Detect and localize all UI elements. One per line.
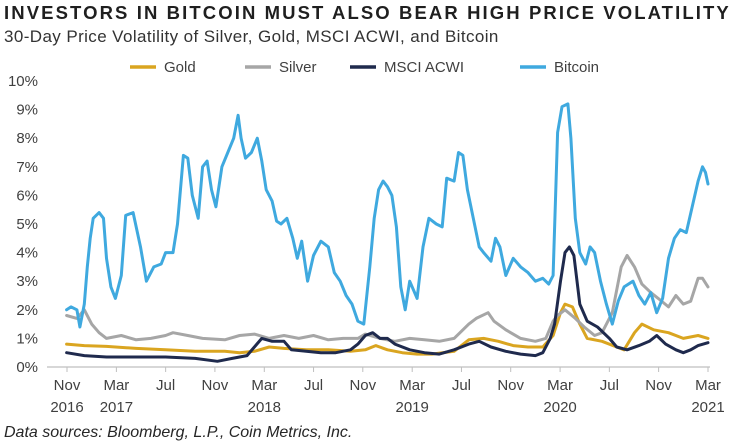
x-tick-label-month: Mar	[547, 377, 573, 394]
legend-label: Bitcoin	[554, 59, 599, 76]
y-tick-label: 1%	[16, 330, 38, 347]
y-tick-label: 2%	[16, 302, 38, 319]
series-line-silver	[65, 254, 710, 343]
x-tick-label-month: Nov	[54, 377, 81, 394]
y-tick-label: 3%	[16, 273, 38, 290]
x-tick-label-month: Jul	[600, 377, 619, 394]
x-tick-label-month: Jul	[156, 377, 175, 394]
x-tick-label-month: Nov	[202, 377, 229, 394]
legend: Gold Silver MSCI ACWI Bitcoin	[130, 59, 599, 76]
x-tick-label-year: 2017	[100, 399, 133, 416]
x-tick-label-month: Nov	[497, 377, 524, 394]
y-tick-label: 0%	[16, 359, 38, 376]
x-tick-label-month: Nov	[645, 377, 672, 394]
y-tick-label: 6%	[16, 187, 38, 204]
y-tick-label: 8%	[16, 130, 38, 147]
x-tick-label-year: 2020	[543, 399, 576, 416]
x-tick-label-month: Mar	[399, 377, 425, 394]
legend-label: Gold	[164, 59, 196, 76]
x-tick-label-month: Mar	[695, 377, 721, 394]
x-tick-label-month: Jul	[452, 377, 471, 394]
x-tick-label-year: 2021	[691, 399, 724, 416]
series-line-msci-acwi	[65, 245, 710, 363]
y-tick-label: 7%	[16, 159, 38, 176]
y-tick-label: 5%	[16, 216, 38, 233]
x-tick-label-month: Nov	[349, 377, 376, 394]
y-axis: 0% 1% 2% 3% 4% 5% 6% 7% 8% 9% 10%	[8, 73, 38, 376]
x-tick-label-month: Mar	[251, 377, 277, 394]
x-tick-label-year: 2016	[50, 399, 83, 416]
y-tick-label: 9%	[16, 102, 38, 119]
chart-subtitle: 30-Day Price Volatility of Silver, Gold,…	[4, 27, 499, 46]
volatility-chart: Gold Silver MSCI ACWI Bitcoin 0% 1% 2% 3% 4% 5% 6…	[8, 59, 725, 416]
x-tick-label-year: 2018	[248, 399, 281, 416]
x-tick-label-month: Jul	[304, 377, 323, 394]
y-tick-label: 4%	[16, 245, 38, 262]
legend-label: Silver	[279, 59, 317, 76]
data-source-note: Data sources: Bloomberg, L.P., Coin Metr…	[4, 424, 353, 441]
plot-lines	[65, 102, 710, 363]
series-line-bitcoin	[65, 102, 710, 329]
x-tick-label-month: Mar	[103, 377, 129, 394]
x-tick-label-year: 2019	[396, 399, 429, 416]
y-tick-label: 10%	[8, 73, 38, 90]
chart-title: INVESTORS IN BITCOIN MUST ALSO BEAR HIGH…	[4, 2, 731, 23]
x-axis: Nov 2016 Mar 2017 Jul Nov Mar 2018 Jul Nov Mar 2019…	[47, 366, 725, 416]
legend-label: MSCI ACWI	[384, 59, 464, 76]
